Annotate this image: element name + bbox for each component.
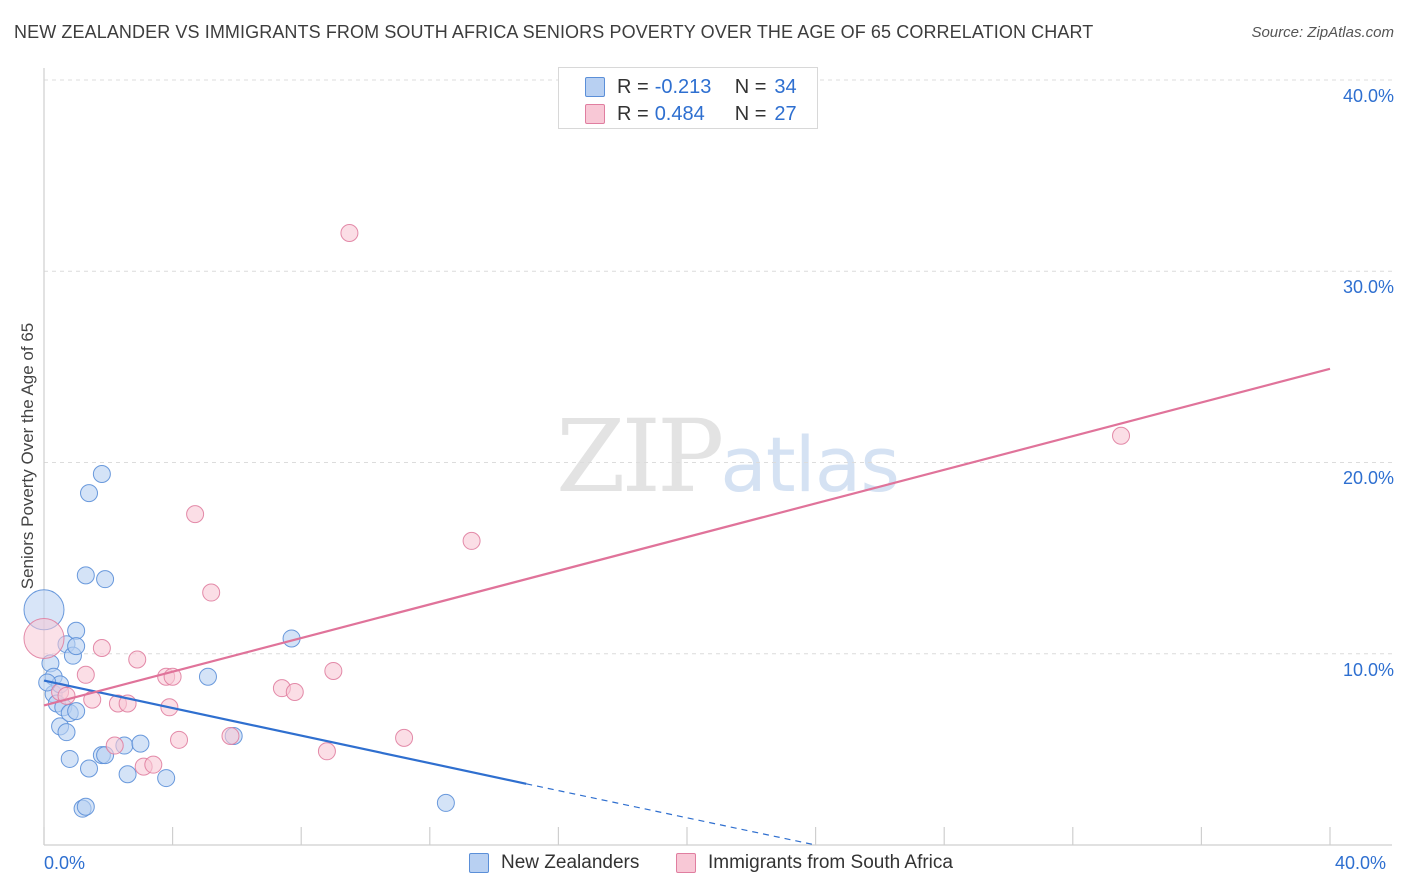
y-tick-label-30: 30.0% [1342, 277, 1394, 297]
point-new-zealanders-13 [67, 621, 86, 640]
x-tick-label-min: 0.0% [44, 853, 86, 873]
point-south-africa-21 [324, 661, 343, 680]
point-new-zealanders-19 [80, 759, 99, 778]
chart-title: NEW ZEALANDER VS IMMIGRANTS FROM SOUTH A… [14, 22, 1094, 42]
trend-line-1 [43, 367, 1331, 707]
point-south-africa-23 [395, 728, 414, 747]
legend-row-new-zealanders: R = -0.213 N = 34 [585, 74, 797, 100]
legend-r-label: R = [617, 75, 649, 98]
point-new-zealanders-29 [198, 667, 217, 686]
correlation-legend: R = -0.213 N = 34 R = 0.484 N = 27 [558, 67, 818, 129]
point-new-zealanders-18 [76, 797, 95, 816]
point-south-africa-16 [202, 583, 221, 602]
legend-r-value: 0.484 [654, 102, 705, 125]
point-south-africa-5 [92, 639, 111, 658]
y-tick-label-40: 40.0% [1342, 86, 1394, 106]
point-new-zealanders-21 [92, 464, 111, 483]
legend-row-south-africa: R = 0.484 N = 27 [585, 101, 797, 127]
point-new-zealanders-17 [76, 566, 95, 585]
point-south-africa-17 [221, 726, 240, 745]
point-new-zealanders-23 [96, 570, 115, 589]
point-south-africa-9 [128, 650, 147, 669]
point-new-zealanders-14 [67, 637, 86, 656]
watermark-zip: ZIP [556, 398, 724, 515]
point-south-africa-3 [76, 665, 95, 684]
point-south-africa-6 [105, 736, 124, 755]
legend-swatch-pink [585, 104, 605, 124]
point-south-africa-15 [186, 505, 205, 524]
legend-swatch-blue [585, 77, 605, 97]
legend-n-value: 27 [774, 102, 797, 125]
legend-n-label: N = [734, 75, 767, 98]
trend-line-0 [43, 679, 527, 785]
bottom-legend-south-africa: Immigrants from South Africa [676, 852, 953, 874]
point-new-zealanders-26 [118, 765, 137, 784]
y-tick-label-10: 10.0% [1342, 660, 1394, 680]
y-tick-label-20: 20.0% [1342, 468, 1394, 488]
legend-n-value: 34 [774, 75, 797, 98]
point-south-africa-0 [23, 617, 65, 659]
bottom-legend-new-zealanders: New Zealanders [469, 852, 639, 874]
point-new-zealanders-8 [57, 723, 76, 742]
point-south-africa-11 [144, 755, 163, 774]
y-axis-title: Seniors Poverty Over the Age of 65 [18, 322, 37, 590]
bottom-legend-label: New Zealanders [501, 852, 640, 873]
point-new-zealanders-28 [157, 769, 176, 788]
watermark-atlas: atlas [720, 420, 900, 509]
legend-r-label: R = [617, 102, 649, 125]
point-new-zealanders-20 [80, 484, 99, 503]
point-south-africa-19 [285, 683, 304, 701]
bottom-legend-label: Immigrants from South Africa [708, 852, 953, 873]
point-south-africa-25 [1112, 426, 1131, 445]
source-label: Source: ZipAtlas.com [1251, 24, 1394, 41]
point-new-zealanders-27 [131, 734, 150, 753]
point-new-zealanders-15 [67, 702, 86, 721]
legend-n-label: N = [734, 102, 767, 125]
bottom-legend-swatch-pink [676, 853, 696, 873]
point-south-africa-24 [462, 531, 481, 550]
point-south-africa-14 [170, 730, 189, 749]
point-new-zealanders-11 [60, 749, 79, 768]
trend-line-extension-0 [526, 783, 816, 846]
watermark: ZIPatlas [556, 398, 900, 515]
legend-r-value: -0.213 [654, 75, 712, 98]
x-tick-label-max: 40.0% [1335, 853, 1387, 873]
point-south-africa-20 [317, 742, 336, 761]
bottom-legend-swatch-blue [469, 853, 489, 873]
point-south-africa-22 [340, 224, 359, 242]
point-new-zealanders-32 [436, 793, 455, 812]
